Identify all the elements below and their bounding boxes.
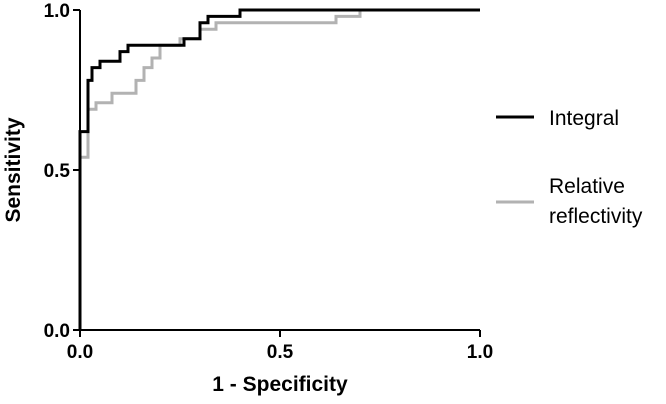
y-tick-label: 0.0 [44,321,70,342]
legend: Integral Relative reflectivity [496,107,643,228]
legend-label-line: Relative [549,175,625,198]
x-tick-label: 0.0 [67,342,93,363]
legend-label-relative-reflectivity: Relative reflectivity [549,175,643,228]
legend-label-line: reflectivity [549,205,643,228]
legend-label-integral: Integral [549,107,619,130]
y-tick-label: 0.5 [44,161,71,182]
x-axis-title: 1 - Specificity [212,373,348,396]
series-layer [78,8,480,330]
series-line-integral [78,8,480,330]
y-axis-title: Sensitivity [2,117,25,222]
x-tick-label: 1.0 [467,342,493,363]
series-line-relative-reflectivity [78,8,480,330]
ticks: 0.0 0.5 1.0 0.0 0.5 1.0 [44,1,494,363]
x-tick-label: 0.5 [267,342,294,363]
y-tick-label: 1.0 [44,1,70,22]
axes [79,10,480,331]
